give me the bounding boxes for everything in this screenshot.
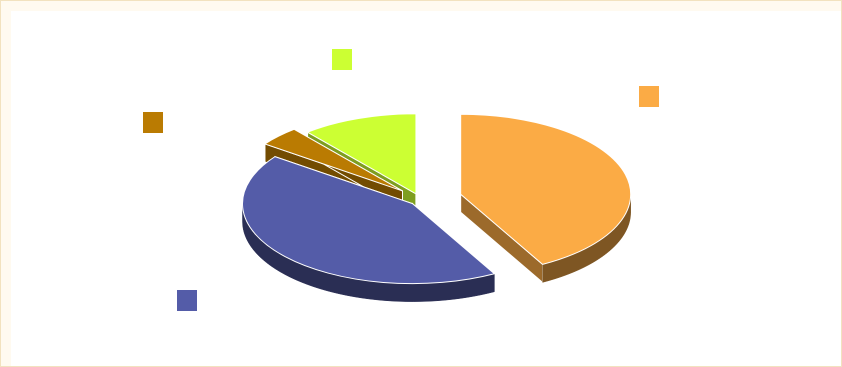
plot-area [11, 11, 841, 366]
legend-key-4 [332, 49, 352, 70]
pie-slice-4-top [306, 113, 417, 195]
legend-key-3 [143, 112, 163, 133]
pie-slice-2-top [241, 156, 496, 285]
pie-slice-2 [241, 155, 496, 302]
pie-slice-3-top [263, 128, 403, 192]
legend-key-2 [177, 290, 197, 311]
pie-slice-1 [460, 113, 632, 284]
legend-key-1 [639, 86, 659, 107]
pie-slice-1-top [460, 113, 632, 265]
